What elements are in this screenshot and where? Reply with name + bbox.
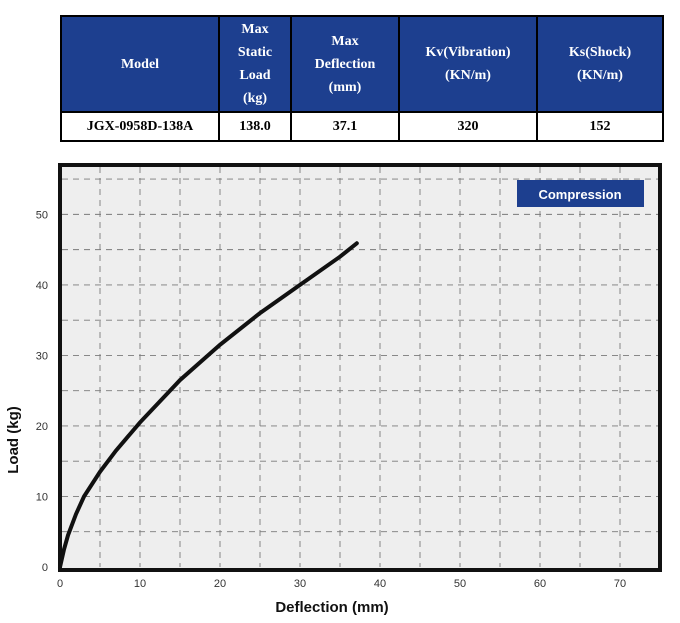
x-tick-label: 30 xyxy=(294,578,306,590)
plot-area xyxy=(58,163,662,572)
x-tick-label: 60 xyxy=(534,578,546,590)
y-tick-label: 40 xyxy=(36,280,48,292)
spec-header-row: Model Max Static Load (kg) Max Deflection (mm… xyxy=(60,15,664,113)
legend-box xyxy=(517,180,644,207)
header-kv-vibration-label: Kv(Vibration) (KN/m) xyxy=(425,45,511,83)
header-kv-vibration: Kv(Vibration) (KN/m) xyxy=(398,15,538,113)
header-ks-shock: Ks(Shock) (KN/m) xyxy=(536,15,664,113)
header-max-deflection-label: Max Deflection (mm) xyxy=(314,33,376,95)
y-tick-label: 20 xyxy=(36,421,48,433)
y-tick-label: 50 xyxy=(36,209,48,221)
spec-data-row: JGX-0958D-138A 138.0 37.1 320 152 xyxy=(60,111,664,142)
y-tick-labels: 0 10 20 30 40 50 xyxy=(36,209,48,574)
x-axis-title: Deflection (mm) xyxy=(275,599,388,616)
cell-max-static-load: 138.0 xyxy=(218,111,292,142)
y-tick-label: 0 xyxy=(42,562,48,574)
header-max-static-load: Max Static Load (kg) xyxy=(218,15,292,113)
x-tick-label: 40 xyxy=(374,578,386,590)
header-max-static-load-label: Max Static Load (kg) xyxy=(237,22,273,106)
x-tick-label: 20 xyxy=(214,578,226,590)
x-tick-labels: 0 10 20 30 40 50 60 70 xyxy=(57,578,626,590)
grid-lines xyxy=(62,167,658,567)
cell-max-deflection: 37.1 xyxy=(290,111,400,142)
cell-kv-vibration: 320 xyxy=(398,111,538,142)
header-model: Model xyxy=(60,15,220,113)
cell-ks-shock: 152 xyxy=(536,111,664,142)
legend-label: Compression xyxy=(538,187,621,202)
x-tick-label: 50 xyxy=(454,578,466,590)
cell-model: JGX-0958D-138A xyxy=(60,111,220,142)
compression-curve xyxy=(58,241,359,569)
header-ks-shock-label: Ks(Shock) (KN/m) xyxy=(568,45,632,83)
spec-table: Model Max Static Load (kg) Max Deflection (mm… xyxy=(60,15,664,142)
header-max-deflection: Max Deflection (mm) xyxy=(290,15,400,113)
x-tick-label: 10 xyxy=(134,578,146,590)
y-tick-label: 30 xyxy=(36,350,48,362)
y-tick-label: 10 xyxy=(36,491,48,503)
y-axis-title: Load (kg) xyxy=(5,406,22,474)
header-model-label: Model xyxy=(120,56,160,72)
x-tick-label: 0 xyxy=(57,578,63,590)
x-tick-label: 70 xyxy=(614,578,626,590)
